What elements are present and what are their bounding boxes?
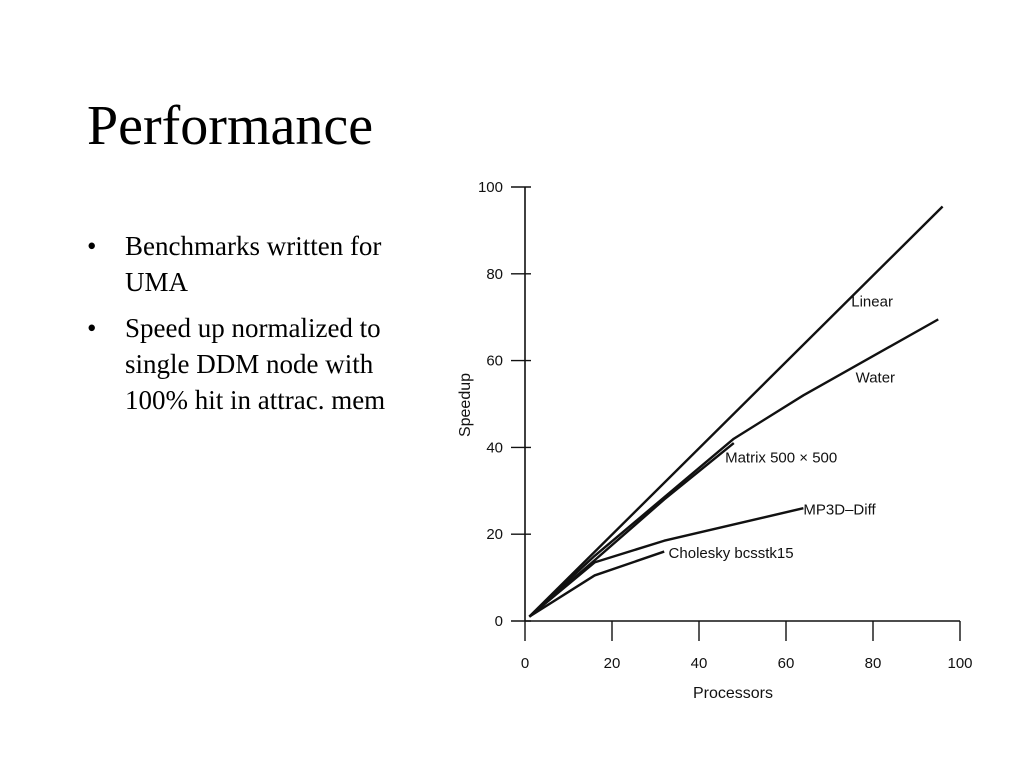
x-tick-label: 60 <box>778 655 795 672</box>
series-label-0: Linear <box>851 293 893 310</box>
chart-axes <box>524 187 960 622</box>
bullet-item: • Speed up normalized to single DDM node… <box>87 310 427 418</box>
series-line-0 <box>528 205 944 618</box>
bullet-text: Speed up normalized to single DDM node w… <box>125 313 386 415</box>
chart-series <box>528 205 944 618</box>
series-line-1 <box>528 318 939 618</box>
series-line-4 <box>528 550 665 618</box>
y-tick-label: 40 <box>486 439 503 456</box>
y-tick-label: 100 <box>478 179 503 196</box>
x-axis-label: Processors <box>693 685 773 702</box>
y-tick-label: 80 <box>486 266 503 283</box>
bullet-list: • Benchmarks written for UMA • Speed up … <box>87 228 427 428</box>
chart-ticks: 0 20 40 60 80 100 0 20 40 60 80 100 <box>478 179 973 672</box>
chart-series-labels: Linear Water Matrix 500 × 500 MP3D–Diff Chol… <box>669 293 896 562</box>
slide-title: Performance <box>87 95 374 157</box>
y-axis-label: Speedup <box>457 373 474 437</box>
x-tick-label: 0 <box>521 655 529 672</box>
x-tick-label: 80 <box>865 655 882 672</box>
x-tick-label: 40 <box>691 655 708 672</box>
y-tick-label: 0 <box>495 613 503 630</box>
bullet-marker: • <box>87 313 97 343</box>
series-label-3: MP3D–Diff <box>803 502 876 519</box>
bullet-text: Benchmarks written for UMA <box>125 231 382 297</box>
series-line-3 <box>528 506 804 618</box>
series-label-1: Water <box>856 369 895 386</box>
bullet-marker: • <box>87 231 97 261</box>
x-tick-label: 100 <box>947 655 972 672</box>
series-label-2: Matrix 500 × 500 <box>725 450 837 467</box>
bullet-item: • Benchmarks written for UMA <box>87 228 427 300</box>
series-label-4: Cholesky bcsstk15 <box>669 545 794 562</box>
x-tick-label: 20 <box>604 655 621 672</box>
y-tick-label: 20 <box>486 526 503 543</box>
y-tick-label: 60 <box>486 353 503 370</box>
